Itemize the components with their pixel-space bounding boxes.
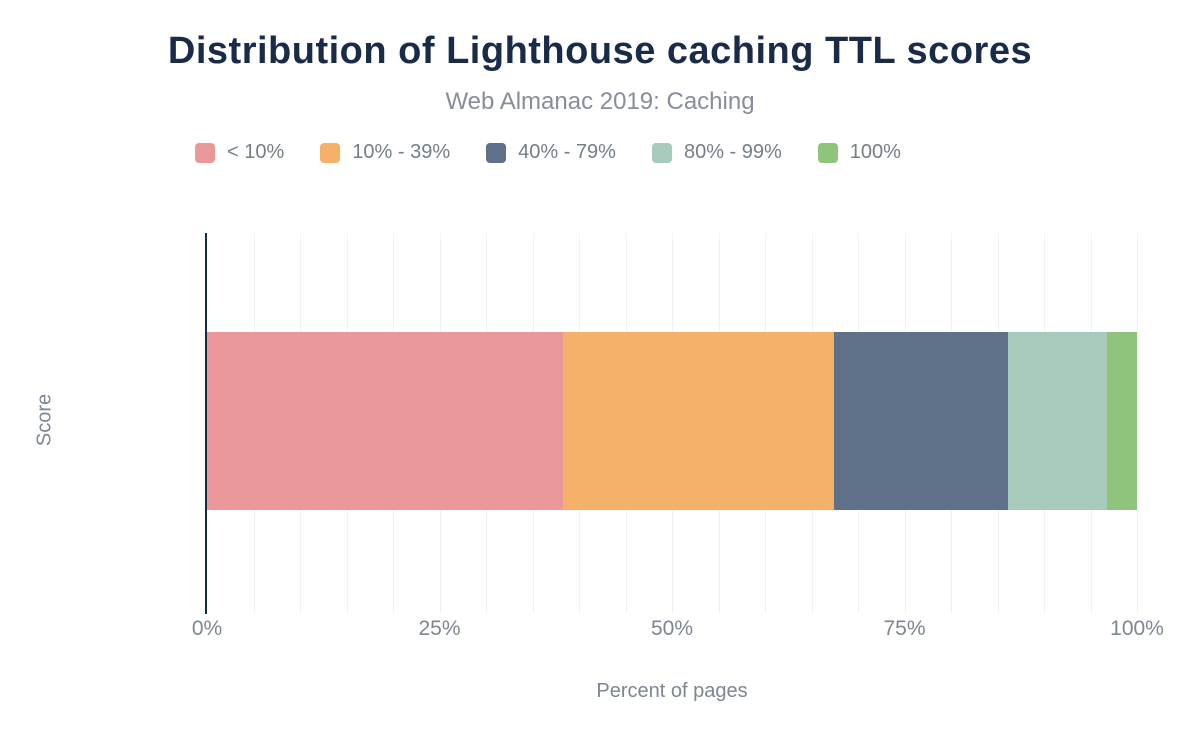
y-axis-line [205, 233, 207, 614]
legend-label: 80% - 99% [683, 141, 782, 163]
legend-swatch-icon [320, 142, 341, 163]
x-axis-tick-labels: 0% 25% 50% 75% 100% [192, 617, 1164, 643]
stacked-bar [207, 332, 1137, 510]
legend-label: < 10% [227, 141, 285, 163]
bar-segment[interactable] [1007, 332, 1108, 510]
legend-label: 100% [849, 141, 901, 163]
gridline [1137, 233, 1138, 613]
x-axis-tick-label: 25% [418, 617, 461, 640]
x-axis-tick-label: 50% [650, 617, 694, 640]
legend-swatch-icon [817, 142, 838, 163]
x-axis-tick-label: 75% [883, 617, 926, 640]
legend: < 10% 10% - 39% 40% - 79% 80% - 99% 100% [195, 141, 901, 164]
y-axis-title: Score [33, 393, 56, 447]
legend-item[interactable]: 80% - 99% [651, 141, 782, 164]
legend-label: 40% - 79% [518, 141, 616, 163]
x-axis-tick-label: 0% [191, 617, 223, 640]
legend-swatch-icon [486, 142, 507, 163]
bar-segment[interactable] [563, 332, 834, 510]
bar-segment[interactable] [207, 332, 564, 510]
bar-segment[interactable] [833, 332, 1008, 510]
legend-item[interactable]: 10% - 39% [320, 141, 450, 164]
x-axis-title: Percent of pages [596, 680, 748, 702]
legend-item[interactable]: < 10% [195, 141, 284, 164]
x-axis-tick-label: 100% [1110, 617, 1164, 640]
legend-item[interactable]: 100% [817, 141, 901, 164]
plot-area [205, 233, 1138, 614]
legend-swatch-icon [195, 142, 215, 163]
legend-swatch-icon [651, 142, 672, 163]
legend-item[interactable]: 40% - 79% [486, 141, 616, 164]
chart-title: Distribution of Lighthouse caching TTL s… [167, 30, 1033, 72]
legend-label: 10% - 39% [352, 141, 451, 163]
chart-subtitle: Web Almanac 2019: Caching [445, 88, 755, 115]
bar-segment[interactable] [1107, 332, 1137, 510]
